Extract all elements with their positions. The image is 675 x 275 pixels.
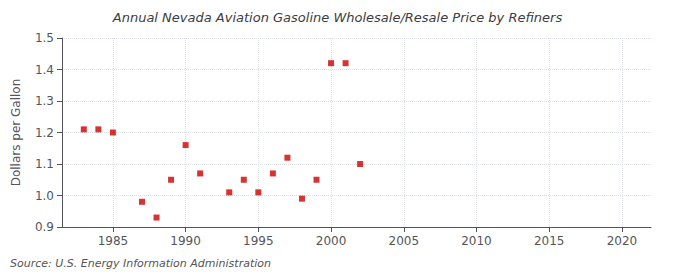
svg-text:2005: 2005: [388, 234, 419, 248]
svg-text:2010: 2010: [461, 234, 492, 248]
svg-text:1.0: 1.0: [35, 189, 54, 203]
svg-text:1.2: 1.2: [35, 126, 54, 140]
svg-text:1985: 1985: [98, 234, 129, 248]
svg-text:0.9: 0.9: [35, 220, 54, 234]
svg-text:2000: 2000: [316, 234, 347, 248]
svg-text:Annual Nevada Aviation Gasolin: Annual Nevada Aviation Gasoline Wholesal…: [112, 10, 563, 25]
svg-text:1.3: 1.3: [35, 94, 54, 108]
svg-text:1.1: 1.1: [35, 157, 54, 171]
svg-text:Source: U.S. Energy Informatio: Source: U.S. Energy Information Administ…: [10, 257, 271, 270]
svg-text:2015: 2015: [534, 234, 565, 248]
svg-text:1990: 1990: [170, 234, 201, 248]
svg-text:1995: 1995: [243, 234, 274, 248]
svg-text:2020: 2020: [607, 234, 638, 248]
svg-text:1.4: 1.4: [35, 63, 54, 77]
svg-text:Dollars per Gallon: Dollars per Gallon: [9, 79, 23, 187]
svg-text:1.5: 1.5: [35, 31, 54, 45]
